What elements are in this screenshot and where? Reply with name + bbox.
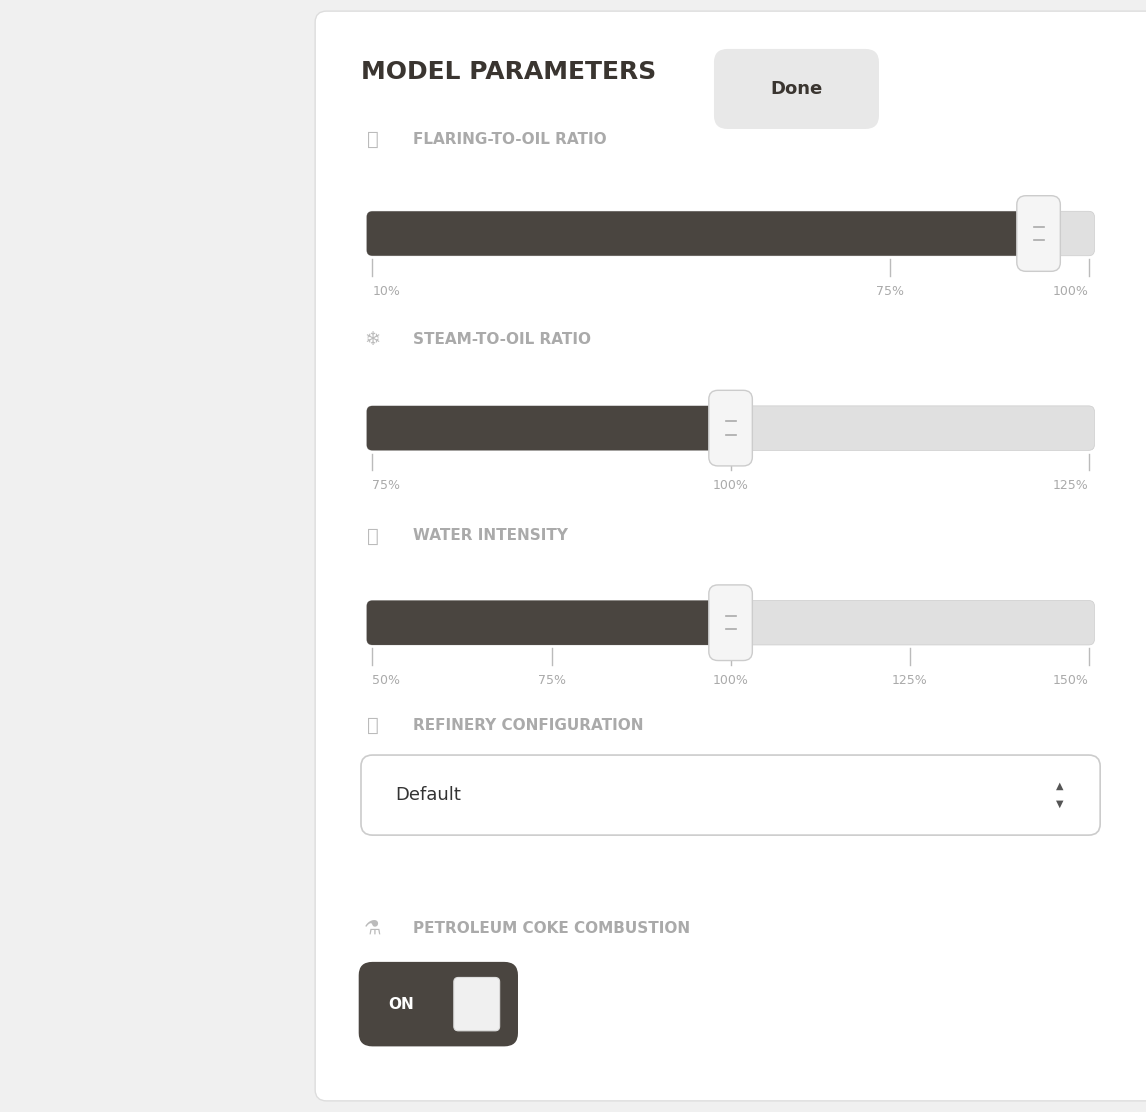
Text: 💧: 💧	[367, 526, 378, 546]
Text: MODEL PARAMETERS: MODEL PARAMETERS	[361, 60, 657, 85]
Text: REFINERY CONFIGURATION: REFINERY CONFIGURATION	[413, 717, 643, 733]
Text: 50%: 50%	[372, 674, 400, 687]
FancyBboxPatch shape	[708, 390, 752, 466]
Text: Done: Done	[770, 80, 823, 98]
Text: 75%: 75%	[876, 285, 903, 298]
Text: 75%: 75%	[372, 479, 400, 493]
Text: 🔥: 🔥	[367, 129, 378, 149]
Text: 🏭: 🏭	[367, 715, 378, 735]
Text: ❄: ❄	[364, 329, 380, 349]
FancyBboxPatch shape	[367, 600, 1094, 645]
FancyBboxPatch shape	[0, 0, 327, 1112]
Text: ▼: ▼	[1057, 800, 1063, 808]
FancyBboxPatch shape	[361, 755, 1100, 835]
FancyBboxPatch shape	[367, 406, 1094, 450]
Text: 125%: 125%	[892, 674, 927, 687]
FancyBboxPatch shape	[367, 211, 1094, 256]
Text: 100%: 100%	[713, 479, 748, 493]
Text: 100%: 100%	[1053, 285, 1089, 298]
Text: 100%: 100%	[713, 674, 748, 687]
Text: STEAM-TO-OIL RATIO: STEAM-TO-OIL RATIO	[413, 331, 590, 347]
Text: Default: Default	[395, 786, 461, 804]
FancyBboxPatch shape	[359, 962, 518, 1046]
Text: ▲: ▲	[1057, 782, 1063, 791]
Text: 150%: 150%	[1053, 674, 1089, 687]
FancyBboxPatch shape	[367, 600, 736, 645]
FancyBboxPatch shape	[315, 11, 1146, 1101]
Text: ON: ON	[388, 996, 414, 1012]
FancyBboxPatch shape	[1017, 196, 1060, 271]
Text: 75%: 75%	[537, 674, 565, 687]
FancyBboxPatch shape	[714, 49, 879, 129]
FancyBboxPatch shape	[454, 977, 500, 1031]
FancyBboxPatch shape	[367, 211, 1044, 256]
Text: 125%: 125%	[1053, 479, 1089, 493]
Text: FLARING-TO-OIL RATIO: FLARING-TO-OIL RATIO	[413, 131, 606, 147]
Text: PETROLEUM COKE COMBUSTION: PETROLEUM COKE COMBUSTION	[413, 921, 690, 936]
FancyBboxPatch shape	[708, 585, 752, 661]
Text: WATER INTENSITY: WATER INTENSITY	[413, 528, 567, 544]
Text: ⚗: ⚗	[363, 919, 382, 939]
FancyBboxPatch shape	[367, 406, 736, 450]
Text: 10%: 10%	[372, 285, 400, 298]
